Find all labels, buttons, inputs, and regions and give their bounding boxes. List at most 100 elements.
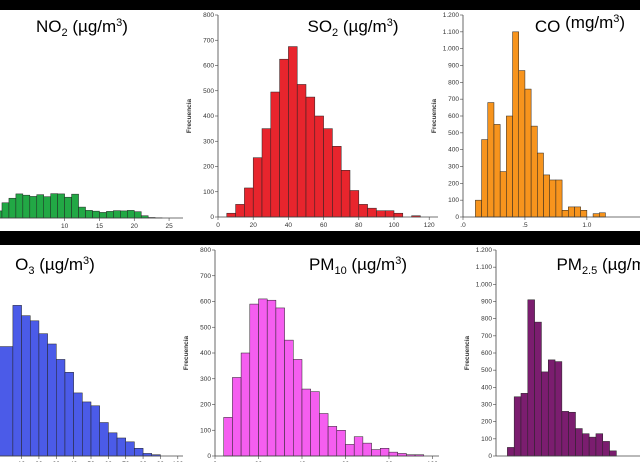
y-tick-label: 200: [200, 402, 211, 409]
y-tick-label: 300: [481, 402, 492, 409]
histogram-bar: [561, 411, 569, 457]
histogram-bar: [29, 320, 40, 457]
histogram-bar: [340, 170, 351, 218]
histogram-bar: [50, 193, 58, 219]
histogram-bar: [393, 212, 404, 218]
histogram-bar: [240, 352, 251, 457]
histogram-bar: [513, 396, 522, 457]
title-rest: (µg/m: [338, 17, 387, 36]
panel-title: PM10 (µg/m3): [309, 255, 407, 277]
histogram-bar: [524, 88, 532, 218]
y-tick-label: 500: [203, 88, 214, 95]
histogram-bar: [388, 451, 398, 457]
histogram-bar: [232, 377, 242, 457]
title-sub: 2: [332, 27, 338, 39]
title-sub: 2: [62, 27, 68, 39]
y-tick-label: 500: [448, 130, 459, 137]
histogram-bar: [520, 393, 529, 457]
x-tick-label: .5: [522, 222, 528, 229]
y-tick-label: 800: [481, 316, 492, 323]
x-tick-label: 25: [165, 223, 173, 230]
histogram-bar: [78, 206, 86, 219]
histogram-bar: [252, 157, 263, 218]
title-end: ): [89, 255, 95, 274]
histogram-bar: [362, 442, 372, 457]
histogram-bar: [602, 441, 610, 457]
histogram-bar: [258, 298, 268, 457]
y-tick-label: 700: [448, 96, 459, 103]
histogram-bar: [530, 125, 538, 218]
histogram-bar: [36, 194, 44, 219]
title-base: PM: [556, 255, 582, 274]
middle-divider-bar: [0, 231, 640, 245]
title-end: ): [122, 17, 128, 36]
y-tick-label: 500: [481, 367, 492, 374]
panel-title: CO (mg/m3): [535, 13, 625, 36]
histogram-bar: [358, 204, 368, 218]
histogram-bar: [90, 405, 100, 457]
y-tick-label: 700: [481, 333, 492, 340]
y-tick-label: 200: [203, 164, 214, 171]
histogram-bar: [99, 212, 107, 219]
y-tick-label: 1.000: [443, 46, 460, 53]
histogram-bar: [249, 303, 259, 457]
histogram-bar: [12, 305, 22, 457]
title-base: O: [15, 255, 28, 274]
histogram-bar: [512, 31, 519, 218]
y-tick-label: 0: [210, 214, 214, 221]
panel-title: PM2.5 (µg/m3): [556, 255, 640, 277]
histogram-bar: [588, 436, 597, 457]
histogram-bar: [8, 197, 17, 219]
histogram-bar: [310, 391, 320, 457]
histogram-bar: [1, 202, 10, 219]
histogram-bar: [541, 371, 549, 457]
panel-title: NO2 (µg/m3): [36, 17, 128, 39]
histogram-bar: [336, 430, 346, 457]
y-tick-label: 300: [448, 164, 459, 171]
histogram-bar: [582, 433, 590, 457]
y-tick-label: 700: [200, 273, 211, 280]
title-sup: 3: [613, 13, 619, 25]
histogram-bar: [580, 210, 588, 218]
histogram-bar: [380, 448, 390, 457]
histogram-bar: [22, 194, 31, 219]
histogram-bar: [554, 361, 563, 457]
histogram-bar: [475, 199, 482, 218]
histogram-bar: [367, 207, 377, 218]
histogram-bar: [507, 447, 515, 457]
title-end: ): [619, 13, 625, 32]
y-tick-label: 1.200: [443, 12, 460, 19]
histogram-bar: [527, 299, 535, 457]
y-tick-label: 1.100: [443, 29, 460, 36]
y-tick-label: 200: [481, 419, 492, 426]
histogram-bar: [125, 441, 135, 457]
histogram-o3: 102030405060708090100O3 (µg/m3): [0, 255, 184, 462]
histogram-bar: [47, 343, 57, 457]
histogram-bar: [108, 432, 118, 457]
title-sup: 3: [83, 255, 89, 267]
y-tick-label: 400: [200, 350, 211, 357]
histogram-bar: [481, 139, 489, 218]
histogram-bar: [327, 426, 338, 457]
histogram-bar: [568, 206, 575, 218]
y-tick-label: 1.100: [476, 264, 493, 271]
y-tick-label: 100: [481, 436, 492, 443]
top-divider-bar: [0, 0, 640, 10]
y-tick-label: 800: [448, 79, 459, 86]
y-tick-label: 900: [481, 299, 492, 306]
title-rest: (µg/m: [347, 255, 396, 274]
x-tick-label: 0: [216, 222, 220, 229]
y-tick-label: 600: [200, 299, 211, 306]
histogram-bar: [534, 321, 542, 457]
x-tick-label: 1.0: [582, 222, 591, 229]
histogram-bar: [323, 128, 333, 218]
histogram-bar: [296, 84, 307, 218]
histogram-bar: [29, 196, 38, 219]
y-axis-label: Frecuencia: [431, 98, 438, 133]
title-base: PM: [309, 255, 335, 274]
histogram-bar: [575, 428, 583, 457]
histogram-bar: [116, 437, 126, 457]
y-tick-label: 0: [207, 453, 211, 460]
histogram-bar: [113, 210, 121, 219]
histogram-bar: [595, 433, 604, 457]
